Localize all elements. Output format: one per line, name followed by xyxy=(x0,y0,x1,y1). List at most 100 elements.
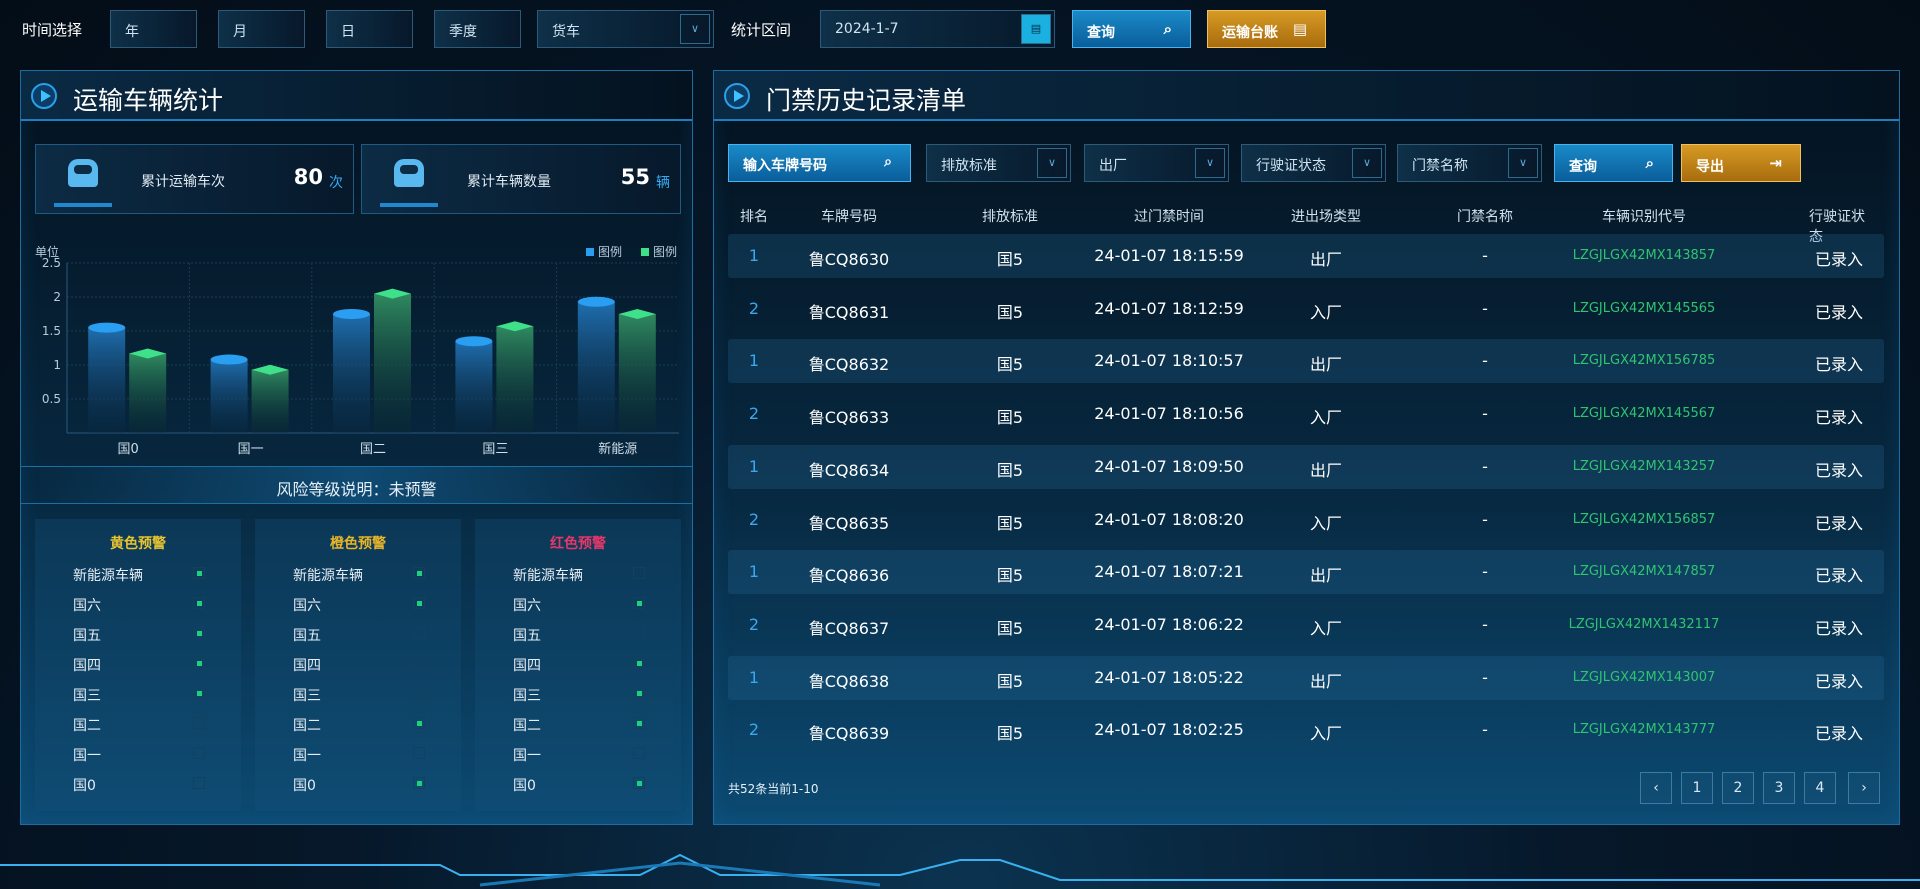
page-2-button[interactable]: 2 xyxy=(1722,772,1754,804)
bar-cap xyxy=(333,309,370,319)
table-cell: 24-01-07 18:09:50 xyxy=(1094,456,1244,476)
gate-name-value: 门禁名称 xyxy=(1412,158,1468,174)
export-button[interactable]: 导出 ⇥ xyxy=(1681,144,1801,182)
table-cell: 鲁CQ8630 xyxy=(808,250,890,269)
stat-value: 55 xyxy=(620,165,650,189)
table-cell: 国5 xyxy=(996,355,1024,375)
quarter-input[interactable]: 季度 xyxy=(434,10,521,48)
bar xyxy=(88,327,126,433)
table-cell: 鲁CQ8631 xyxy=(808,302,890,322)
table-row[interactable]: 1 鲁CQ8638 国5 24-01-07 18:05:22 出厂 - LZGJLGX42M… xyxy=(728,655,1884,700)
column-header: 车辆识别代号 xyxy=(1602,209,1686,225)
date-input[interactable]: 2024-1-7 ▤ xyxy=(820,10,1055,48)
stat-unit: 辆 xyxy=(656,175,670,191)
table-cell: 已录入 xyxy=(1814,513,1864,533)
y-axis-label: 单位 xyxy=(35,244,59,259)
table-cell: 已录入 xyxy=(1814,566,1864,586)
query-button[interactable]: 查询 ⌕ xyxy=(1554,144,1673,182)
table-cell: 国5 xyxy=(996,566,1024,586)
column-header: 门禁名称 xyxy=(1457,209,1513,225)
pagination-summary: 共52条当前1-10 xyxy=(728,782,819,796)
year-input[interactable]: 年 xyxy=(110,10,197,48)
table-cell: 24-01-07 18:05:22 xyxy=(1094,667,1244,687)
active-indicator-icon xyxy=(633,597,645,609)
bar xyxy=(618,314,656,433)
page-4-button[interactable]: 4 xyxy=(1804,772,1836,804)
active-indicator-icon xyxy=(193,657,205,669)
bar-cap xyxy=(210,354,248,365)
warning-row: 国0 xyxy=(293,775,425,795)
direction-select[interactable]: 出厂 ∨ xyxy=(1084,144,1229,182)
warning-row: 国三 xyxy=(513,685,645,705)
inactive-indicator-icon xyxy=(413,627,425,639)
table-cell: 24-01-07 18:02:25 xyxy=(1094,720,1244,740)
table-row[interactable]: 1 鲁CQ8636 国5 24-01-07 18:07:21 出厂 - LZGJLGX42M… xyxy=(728,550,1884,595)
table-row[interactable]: 1 鲁CQ8634 国5 24-01-07 18:09:50 出厂 - LZGJLGX42M… xyxy=(728,444,1884,489)
table-cell: LZGJLGX42MX156857 xyxy=(1572,511,1716,527)
warning-row: 国五 xyxy=(293,625,425,645)
date-value: 2024-1-7 xyxy=(835,21,899,37)
table-cell: 2 xyxy=(748,298,760,318)
vehicle-stats-panel: 运输车辆统计 累计运输车次 80 次 累计车辆数量 55 辆 单位 0.5 1 1.5… xyxy=(20,70,693,825)
search-icon: ⌕ xyxy=(1163,20,1172,38)
gate-name-select[interactable]: 门禁名称 ∨ xyxy=(1397,144,1542,182)
table-cell: 1 xyxy=(748,246,760,265)
query-button[interactable]: 查询 ⌕ xyxy=(1072,10,1191,48)
panel-title: 运输车辆统计 xyxy=(73,86,224,115)
vehicle-type-select[interactable]: 货车 ∨ xyxy=(537,10,714,48)
table-row[interactable]: 2 鲁CQ8631 国5 24-01-07 18:12:59 入厂 - LZGJLGX42M… xyxy=(728,287,1884,331)
plate-search-input[interactable]: 输入车牌号码 ⌕ xyxy=(728,144,911,182)
table-cell: 鲁CQ8638 xyxy=(808,671,890,691)
license-status-value: 行驶证状态 xyxy=(1256,158,1326,174)
table-cell: 24-01-07 18:10:56 xyxy=(1094,404,1244,424)
warning-row-label: 国二 xyxy=(73,718,101,734)
column-header: 过门禁时间 xyxy=(1134,209,1204,225)
y-tick-label: 2 xyxy=(53,290,61,304)
table-cell: 2 xyxy=(748,614,760,634)
table-row[interactable]: 2 鲁CQ8633 国5 24-01-07 18:10:56 入厂 - LZGJLGX42M… xyxy=(728,392,1884,436)
bar xyxy=(577,301,615,433)
stat-card-vehicles: 累计车辆数量 55 辆 xyxy=(361,144,681,214)
stat-card-trips: 累计运输车次 80 次 xyxy=(35,144,354,214)
table-row[interactable]: 2 鲁CQ8637 国5 24-01-07 18:06:22 入厂 - LZGJLGX42M… xyxy=(728,603,1884,647)
query-label: 查询 xyxy=(1087,25,1115,41)
table-row[interactable]: 2 鲁CQ8639 国5 24-01-07 18:02:25 入厂 - LZGJLGX42M… xyxy=(728,708,1884,752)
table-cell: 已录入 xyxy=(1814,671,1864,691)
warning-row: 国0 xyxy=(73,775,205,795)
day-input[interactable]: 日 xyxy=(326,10,413,48)
warning-box: 红色预警 新能源车辆 国六 国五 国四 国三 国二 国一 国0 xyxy=(475,519,681,811)
license-status-select[interactable]: 行驶证状态 ∨ xyxy=(1241,144,1386,182)
next-page-button[interactable]: › xyxy=(1848,772,1880,804)
emission-select[interactable]: 排放标准 ∨ xyxy=(926,144,1071,182)
month-input[interactable]: 月 xyxy=(218,10,305,48)
chevron-down-icon: ∨ xyxy=(1508,148,1538,178)
warning-row: 国三 xyxy=(293,685,425,705)
active-indicator-icon xyxy=(193,687,205,699)
page-1-button[interactable]: 1 xyxy=(1681,772,1713,804)
table-cell: - xyxy=(1482,720,1488,740)
warning-row: 新能源车辆 xyxy=(73,565,205,585)
table-cell: 入厂 xyxy=(1309,302,1343,322)
warning-row-label: 国一 xyxy=(73,748,101,764)
table-cell: - xyxy=(1482,351,1488,371)
search-icon: ⌕ xyxy=(884,154,892,170)
prev-page-button[interactable]: ‹ xyxy=(1640,772,1672,804)
calendar-icon[interactable]: ▤ xyxy=(1021,14,1051,44)
car-icon xyxy=(54,153,112,207)
warning-row: 国一 xyxy=(293,745,425,765)
range-label: 统计区间 xyxy=(731,21,792,39)
bar xyxy=(210,359,248,433)
warning-row-label: 新能源车辆 xyxy=(293,568,363,584)
table-row[interactable]: 2 鲁CQ8635 国5 24-01-07 18:08:20 入厂 - LZGJLGX42M… xyxy=(728,498,1884,542)
table-cell: - xyxy=(1482,562,1488,582)
chevron-down-icon: ∨ xyxy=(1352,148,1382,178)
bar xyxy=(374,293,411,433)
table-row[interactable]: 1 鲁CQ8630 国5 24-01-07 18:15:59 出厂 - LZGJLGX42M… xyxy=(728,234,1884,278)
page-3-button[interactable]: 3 xyxy=(1763,772,1795,804)
bar-cap xyxy=(251,364,289,375)
warning-row-label: 国四 xyxy=(73,658,101,674)
warning-title: 橙色预警 xyxy=(330,536,386,552)
table-row[interactable]: 1 鲁CQ8632 国5 24-01-07 18:10:57 出厂 - LZGJLGX42M… xyxy=(728,339,1884,384)
ledger-button[interactable]: 运输台账 ▤ xyxy=(1207,10,1326,48)
legend-swatch xyxy=(641,248,649,256)
